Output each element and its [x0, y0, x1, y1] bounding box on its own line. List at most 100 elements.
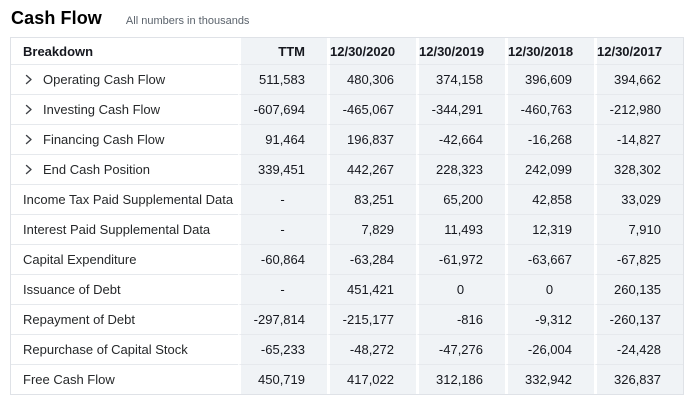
table-cell: 83,251	[327, 184, 416, 214]
table-cell: 374,158	[416, 64, 505, 94]
table-cell: 12,319	[505, 214, 594, 244]
table-cell: -61,972	[416, 244, 505, 274]
table-cell: -460,763	[505, 94, 594, 124]
row-label-cell: Issuance of Debt	[11, 274, 238, 304]
row-label: Financing Cash Flow	[43, 132, 165, 147]
table-cell: 328,302	[594, 154, 683, 184]
table-cell: 228,323	[416, 154, 505, 184]
table-cell: -	[238, 274, 327, 304]
column-header-date: 12/30/2020	[327, 38, 416, 64]
row-label: End Cash Position	[43, 162, 150, 177]
table-row: Income Tax Paid Supplemental Data -83,251…	[11, 184, 683, 214]
table-cell: -42,664	[416, 124, 505, 154]
table-cell: 332,942	[505, 364, 594, 394]
column-header-date: 12/30/2018	[505, 38, 594, 64]
column-header-ttm: TTM	[238, 38, 327, 64]
table-cell: -63,284	[327, 244, 416, 274]
row-label-cell[interactable]: Financing Cash Flow	[11, 124, 238, 154]
cash-flow-table: Breakdown TTM 12/30/2020 12/30/2019 12/3…	[10, 37, 684, 395]
table-cell: -48,272	[327, 334, 416, 364]
table-cell: 196,837	[327, 124, 416, 154]
table-cell: -60,864	[238, 244, 327, 274]
row-label-cell[interactable]: End Cash Position	[11, 154, 238, 184]
row-label-cell: Repurchase of Capital Stock	[11, 334, 238, 364]
table-cell: -14,827	[594, 124, 683, 154]
table-row: Investing Cash Flow -607,694 -465,067 -344,…	[11, 94, 683, 124]
table-cell: 260,135	[594, 274, 683, 304]
table-cell: 339,451	[238, 154, 327, 184]
row-label-cell: Free Cash Flow	[11, 364, 238, 394]
table-cell: 7,829	[327, 214, 416, 244]
table-cell: 312,186	[416, 364, 505, 394]
table-cell: -24,428	[594, 334, 683, 364]
table-cell: 451,421	[327, 274, 416, 304]
table-cell: 480,306	[327, 64, 416, 94]
row-label-cell[interactable]: Operating Cash Flow	[11, 64, 238, 94]
table-cell: -63,667	[505, 244, 594, 274]
table-cell: 33,029	[594, 184, 683, 214]
table-row: Repayment of Debt -297,814 -215,177 -816 -9,…	[11, 304, 683, 334]
table-cell: 91,464	[238, 124, 327, 154]
row-label-cell: Repayment of Debt	[11, 304, 238, 334]
table-cell: -607,694	[238, 94, 327, 124]
table-cell: 417,022	[327, 364, 416, 394]
table-cell: -47,276	[416, 334, 505, 364]
row-label-cell[interactable]: Investing Cash Flow	[11, 94, 238, 124]
row-label: Income Tax Paid Supplemental Data	[23, 192, 234, 207]
chevron-right-icon[interactable]	[23, 104, 34, 115]
table-cell: -260,137	[594, 304, 683, 334]
table-row: Financing Cash Flow 91,464 196,837 -42,664-…	[11, 124, 683, 154]
chevron-right-icon[interactable]	[23, 164, 34, 175]
table-cell: -465,067	[327, 94, 416, 124]
table-cell: -65,233	[238, 334, 327, 364]
row-label: Operating Cash Flow	[43, 72, 166, 87]
column-header-breakdown: Breakdown	[11, 38, 238, 64]
table-cell: 450,719	[238, 364, 327, 394]
table-cell: 11,493	[416, 214, 505, 244]
table-cell: -	[238, 184, 327, 214]
table-cell: -67,825	[594, 244, 683, 274]
row-label-cell: Income Tax Paid Supplemental Data	[11, 184, 238, 214]
row-label-cell: Capital Expenditure	[11, 244, 238, 274]
table-cell: -26,004	[505, 334, 594, 364]
table-cell: 65,200	[416, 184, 505, 214]
table-row: Capital Expenditure -60,864 -63,284 -61,972…	[11, 244, 683, 274]
row-label: Repayment of Debt	[23, 312, 136, 327]
table-cell: 42,858	[505, 184, 594, 214]
table-cell: 0	[416, 274, 505, 304]
table-cell: 7,910	[594, 214, 683, 244]
column-header-date: 12/30/2017	[594, 38, 683, 64]
row-label-cell: Interest Paid Supplemental Data	[11, 214, 238, 244]
row-label: Issuance of Debt	[23, 282, 121, 297]
table-row: Operating Cash Flow 511,583 480,306 374,158…	[11, 64, 683, 94]
row-label: Investing Cash Flow	[43, 102, 161, 117]
row-label: Interest Paid Supplemental Data	[23, 222, 211, 237]
table-row: Repurchase of Capital Stock -65,233 -48,27…	[11, 334, 683, 364]
table-cell: 326,837	[594, 364, 683, 394]
table-cell: -215,177	[327, 304, 416, 334]
table-cell: -212,980	[594, 94, 683, 124]
column-header-date: 12/30/2019	[416, 38, 505, 64]
table-cell: 442,267	[327, 154, 416, 184]
table-cell: -816	[416, 304, 505, 334]
table-cell: 511,583	[238, 64, 327, 94]
header-row: Breakdown TTM 12/30/2020 12/30/2019 12/3…	[11, 38, 683, 64]
table-row: Issuance of Debt -451,421 0 0 260,135	[11, 274, 683, 304]
table-row: Interest Paid Supplemental Data -7,829 11,…	[11, 214, 683, 244]
table-cell: -	[238, 214, 327, 244]
section-header: Cash Flow All numbers in thousands	[0, 0, 692, 35]
table-cell: 396,609	[505, 64, 594, 94]
table-cell: -9,312	[505, 304, 594, 334]
table-cell: 242,099	[505, 154, 594, 184]
chevron-right-icon[interactable]	[23, 134, 34, 145]
table-cell: -16,268	[505, 124, 594, 154]
table-row: Free Cash Flow 450,719 417,022 312,186 332,9…	[11, 364, 683, 394]
row-label: Capital Expenditure	[23, 252, 137, 267]
row-label: Free Cash Flow	[23, 372, 115, 387]
page-subtitle: All numbers in thousands	[125, 15, 250, 27]
page-title: Cash Flow	[11, 8, 102, 28]
table-cell: 0	[505, 274, 594, 304]
table-cell: -297,814	[238, 304, 327, 334]
chevron-right-icon[interactable]	[23, 74, 34, 85]
